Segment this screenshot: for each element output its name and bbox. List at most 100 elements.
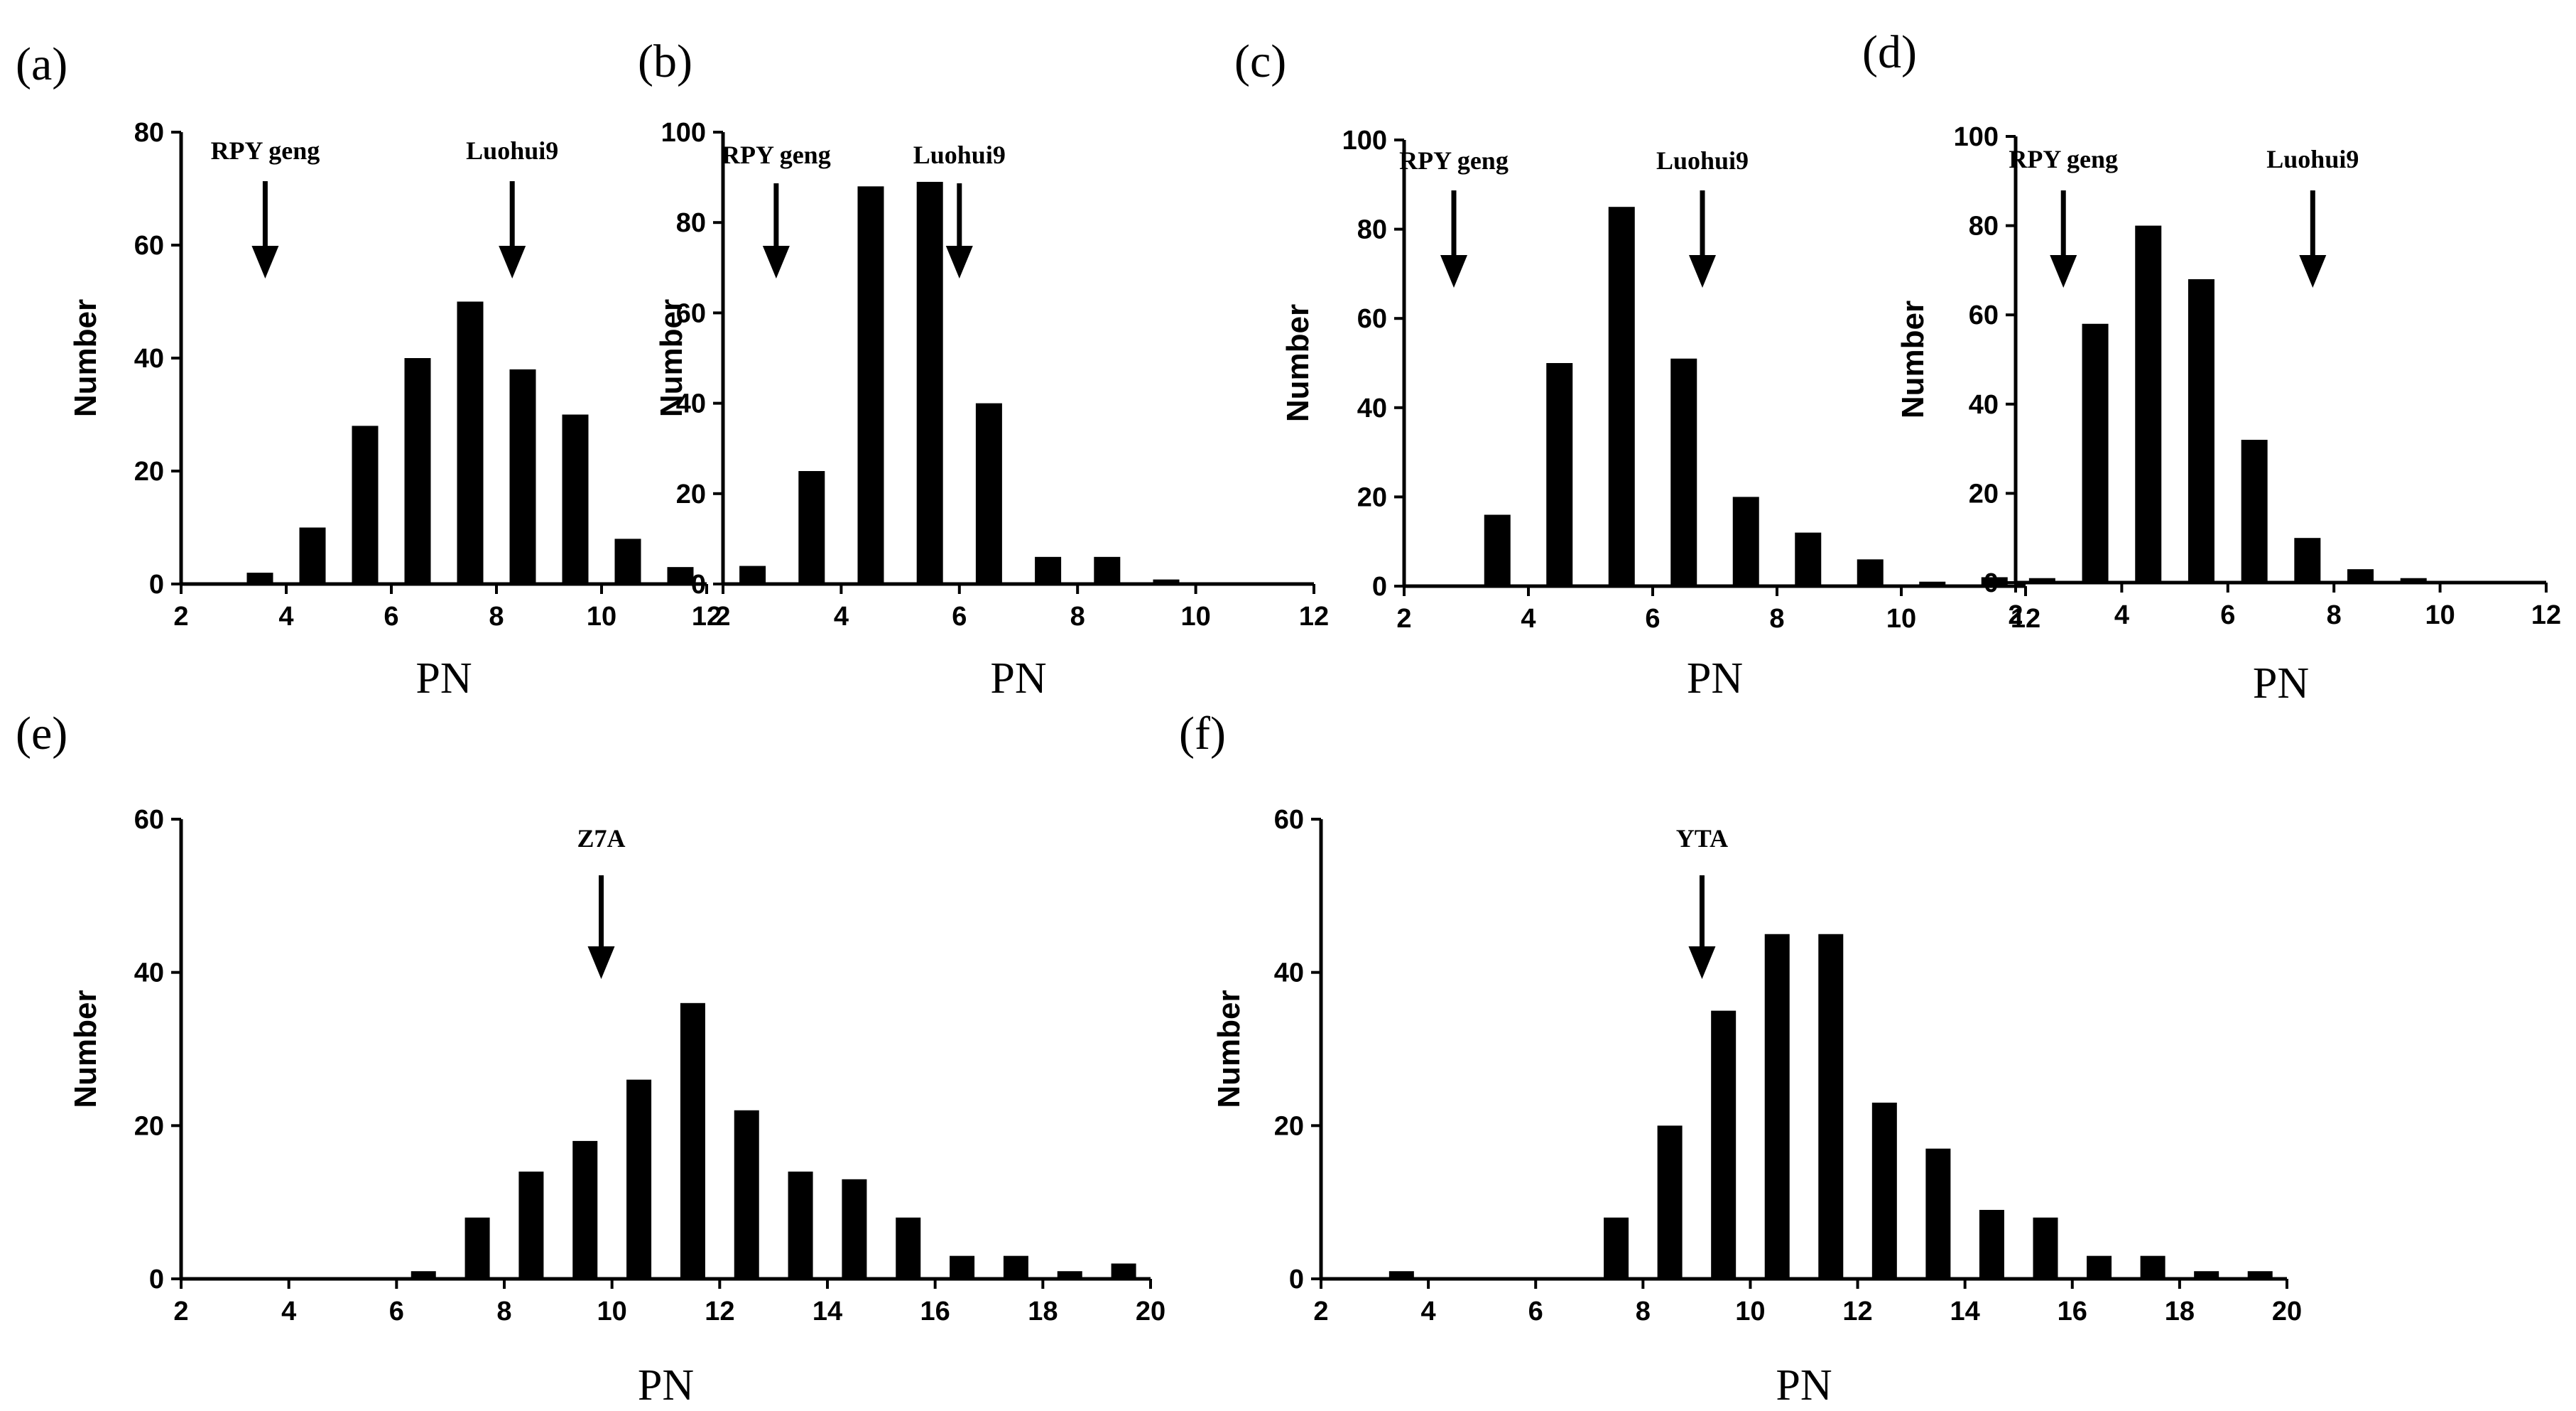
bar (2294, 538, 2321, 583)
x-tick-label: 20 (1136, 1297, 1165, 1326)
bar (667, 567, 694, 584)
bar (1111, 1263, 1136, 1279)
x-tick-label: 6 (1528, 1297, 1543, 1326)
bar (1546, 363, 1573, 586)
bar (1981, 577, 2008, 586)
panel-label: (e) (16, 708, 67, 759)
bar (2194, 1271, 2219, 1279)
bar (2033, 1217, 2058, 1279)
x-tick-label: 6 (384, 602, 398, 632)
y-tick-label: 100 (1954, 122, 1999, 152)
arrow-down-icon (2050, 255, 2077, 288)
y-tick-label: 20 (1357, 482, 1387, 512)
bar (299, 527, 326, 584)
y-tick-label: 60 (1274, 805, 1304, 835)
bar (614, 539, 641, 584)
x-axis-title: PN (1776, 1361, 1832, 1410)
bar (1857, 559, 1884, 586)
panel-label: (a) (16, 38, 67, 90)
x-axis-title: PN (638, 1361, 694, 1410)
bar (1094, 556, 1121, 584)
x-tick-label: 18 (2165, 1297, 2195, 1326)
x-tick-label: 14 (1950, 1297, 1980, 1326)
annotation-label: RPY geng (1399, 146, 1509, 175)
bar (1657, 1125, 1683, 1279)
x-tick-label: 12 (2011, 604, 2040, 634)
bar (1919, 581, 1946, 586)
x-tick-label: 12 (705, 1297, 734, 1326)
bar (857, 186, 884, 584)
y-axis-title: Number (1212, 990, 1246, 1108)
annotation-label: Luohui9 (1656, 146, 1749, 175)
bar (2135, 225, 2162, 583)
arrow-down-icon (587, 946, 615, 979)
x-tick-label: 8 (1769, 604, 1784, 634)
x-tick-label: 8 (1636, 1297, 1651, 1326)
x-tick-label: 4 (278, 602, 293, 632)
y-axis-title: Number (68, 990, 103, 1108)
chart-panel-b: (b) 0 20 40 60 80 100 2 4 6 8 10 12 Number PN RPY geng L… (638, 36, 1329, 703)
bar (1818, 934, 1844, 1279)
y-tick-label: 80 (134, 118, 164, 148)
y-axis-title: Number (654, 299, 689, 417)
y-tick-label: 80 (676, 208, 706, 238)
x-tick-label: 4 (2114, 600, 2129, 630)
bar (788, 1172, 813, 1279)
bar (2028, 578, 2055, 583)
bar (562, 414, 589, 584)
x-tick-label: 6 (389, 1297, 404, 1326)
y-tick-label: 60 (1969, 301, 1999, 330)
bar (518, 1172, 544, 1279)
annotation-label: Z7A (577, 824, 625, 853)
y-tick-label: 0 (149, 570, 164, 600)
annotation-label: YTA (1676, 824, 1728, 853)
y-axis-title: Number (68, 299, 103, 417)
chart-panel-f: (f) 0 20 40 60 2 4 6 8 10 12 14 16 18 20 Number PN YTA (1179, 708, 2302, 1410)
x-tick-label: 6 (1645, 604, 1660, 634)
bar (572, 1140, 598, 1279)
bar (1035, 556, 1062, 584)
y-axis-title: Number (1896, 301, 1930, 418)
x-tick-label: 16 (2058, 1297, 2087, 1326)
y-tick-label: 60 (1357, 304, 1387, 334)
y-tick-label: 60 (134, 231, 164, 261)
x-tick-label: 10 (1735, 1297, 1765, 1326)
x-tick-label: 2 (715, 602, 730, 632)
panel-label: (d) (1862, 26, 1917, 78)
bar (2241, 440, 2268, 583)
x-tick-label: 6 (952, 602, 967, 632)
bar (1925, 1148, 1951, 1279)
annotation-label: Luohui9 (913, 141, 1006, 169)
bar (626, 1079, 652, 1279)
arrow-down-icon (945, 246, 973, 279)
y-tick-label: 80 (1357, 215, 1387, 245)
bar (2082, 323, 2109, 583)
y-tick-label: 0 (149, 1265, 164, 1294)
bar (1670, 358, 1697, 586)
bar (2188, 279, 2214, 583)
x-tick-label: 2 (173, 1297, 188, 1326)
x-tick-label: 10 (1180, 602, 1210, 632)
x-tick-label: 8 (1070, 602, 1085, 632)
annotation-label: Luohui9 (2266, 145, 2359, 173)
x-tick-label: 20 (2272, 1297, 2302, 1326)
bar (2140, 1255, 2165, 1279)
y-tick-label: 20 (134, 457, 164, 487)
y-tick-label: 60 (134, 805, 164, 835)
y-axis-title: Number (1281, 304, 1315, 422)
x-tick-label: 4 (281, 1297, 296, 1326)
bar (734, 1110, 759, 1279)
x-tick-label: 14 (813, 1297, 842, 1326)
panel-label: (b) (638, 36, 692, 87)
arrow-down-icon (1688, 946, 1716, 979)
bar (1003, 1255, 1028, 1279)
bar (1732, 497, 1759, 586)
x-tick-label: 2 (1396, 604, 1411, 634)
y-tick-label: 0 (1984, 568, 1999, 598)
x-tick-label: 10 (597, 1297, 627, 1326)
bar (1608, 207, 1635, 586)
bar (680, 1002, 705, 1279)
arrow-down-icon (1440, 255, 1467, 288)
